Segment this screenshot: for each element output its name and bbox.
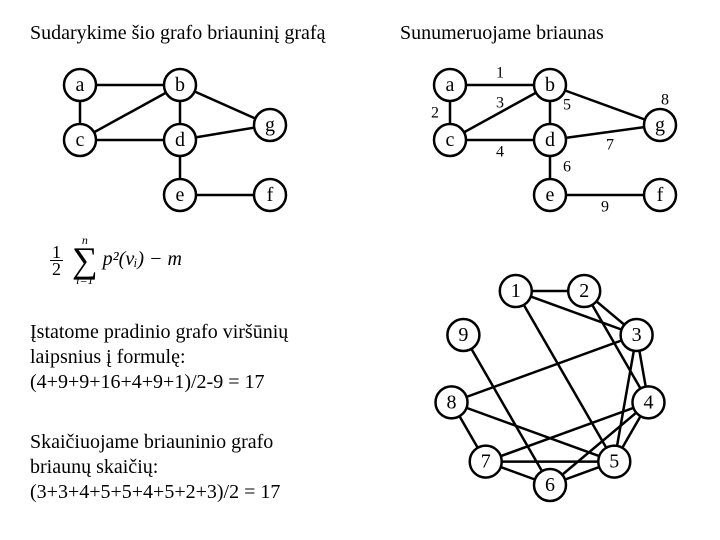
title-left: Sudarykime šio grafo briauninį grafą: [30, 22, 325, 45]
sigma-icon: ∑: [72, 246, 98, 275]
graph3-node-label: 2: [579, 280, 589, 302]
graph-1: a b c d g e f: [30, 55, 330, 225]
graph3-node-label: 3: [632, 324, 642, 346]
graph2-node-label: b: [545, 74, 555, 96]
graph1-node-label: d: [175, 129, 185, 151]
graph1-node-label: g: [265, 114, 275, 136]
graph1-node-label: b: [175, 74, 185, 96]
graph2-node-label: a: [446, 74, 455, 96]
graph-2: a b c d g e f 1 2 3 4 5 6 7 8 9: [400, 55, 700, 225]
p2-line3: (3+3+4+5+5+4+5+2+3)/2 = 17: [30, 480, 360, 505]
p2-line2: briaunų skaičių:: [30, 455, 360, 480]
graph2-edge-label: 4: [496, 144, 504, 161]
p1-line3: (4+9+9+16+4+9+1)/2-9 = 17: [30, 370, 360, 395]
graph2-edge-label: 2: [431, 105, 439, 122]
graph2-edge-label: 7: [606, 137, 614, 154]
formula: 1 2 n ∑ i=1 p²(vᵢ) − m: [50, 235, 182, 285]
graph-3: 1 2 3 4 5 6 7 8 9: [420, 255, 700, 525]
paragraph-1: Įstatome pradinio grafo viršūnių laipsni…: [30, 320, 360, 395]
graph2-node-label: e: [546, 184, 555, 206]
graph3-node-label: 1: [511, 280, 521, 302]
p1-line1: Įstatome pradinio grafo viršūnių: [30, 320, 360, 345]
graph2-edge-label: 8: [661, 92, 669, 109]
paragraph-2: Skaičiuojame briauninio grafo briaunų sk…: [30, 430, 360, 505]
graph2-node-label: d: [545, 129, 555, 151]
graph2-edge-label: 6: [563, 159, 571, 176]
graph2-edge-label: 5: [563, 97, 571, 114]
graph2-edge-label: 9: [601, 199, 609, 216]
graph3-node-label: 7: [481, 451, 491, 473]
graph2-node-label: c: [446, 129, 455, 151]
title-right: Sunumeruojame briaunas: [400, 22, 604, 45]
formula-body: p²(vᵢ) − m: [103, 248, 182, 270]
graph3-node-label: 6: [545, 474, 555, 496]
graph2-edge-label: 1: [496, 65, 504, 82]
formula-frac-den: 2: [50, 261, 63, 277]
graph3-edge: [452, 335, 637, 402]
graph2-node-label: g: [655, 114, 665, 136]
graph3-node-label: 9: [458, 324, 468, 346]
p1-line2: laipsnius į formulę:: [30, 345, 360, 370]
graph3-node-label: 8: [447, 391, 457, 413]
graph1-node-label: c: [76, 129, 85, 151]
graph2-node-label: f: [657, 184, 664, 206]
graph1-node-label: f: [267, 184, 274, 206]
p2-line1: Skaičiuojame briauninio grafo: [30, 430, 360, 455]
graph3-node-label: 4: [643, 391, 653, 413]
graph1-node-label: e: [176, 184, 185, 206]
graph1-node-label: a: [76, 74, 85, 96]
graph2-edge-label: 3: [496, 95, 504, 112]
graph3-node-label: 5: [609, 451, 619, 473]
